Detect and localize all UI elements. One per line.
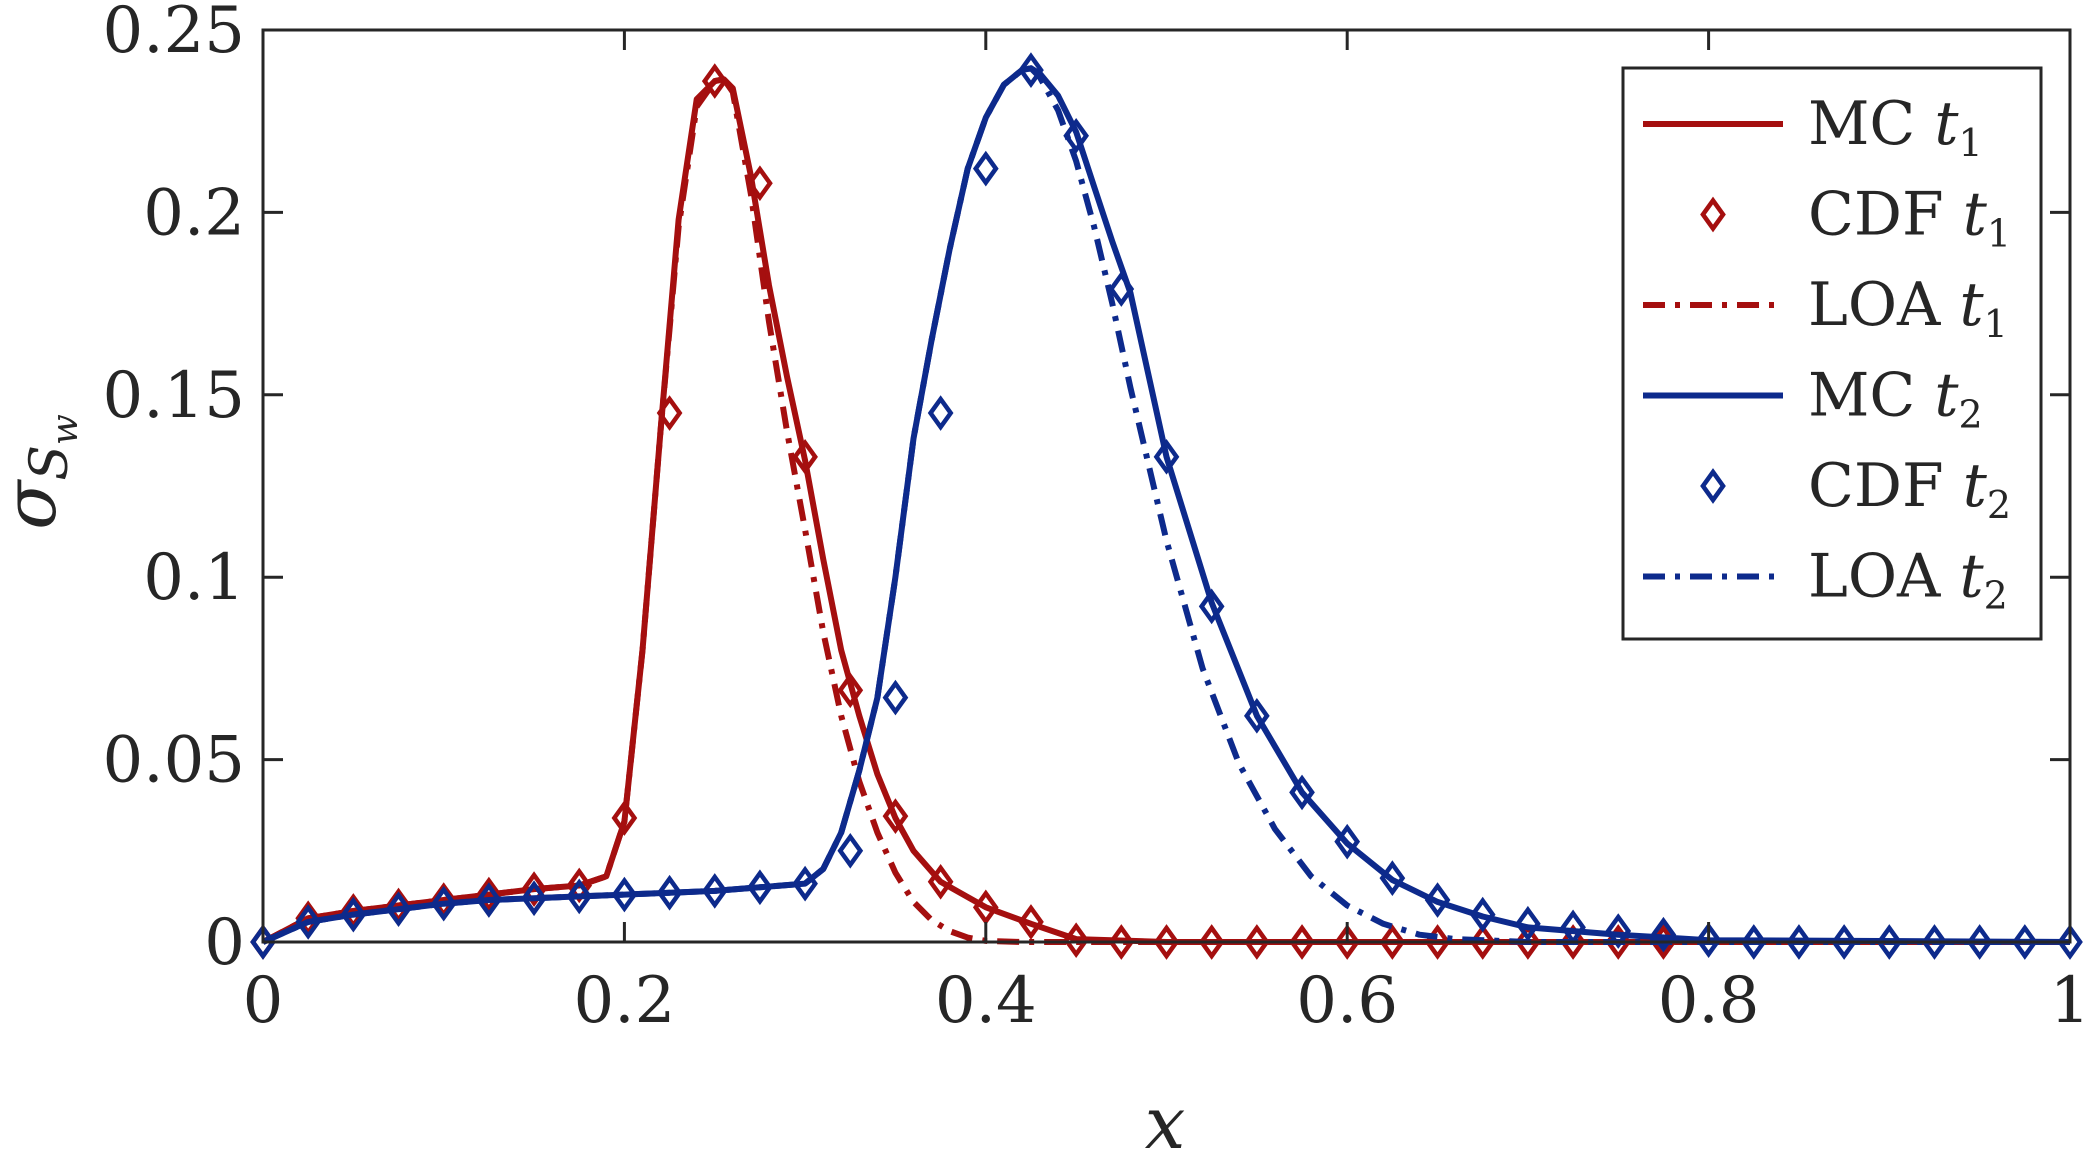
cdf-t1-marker (972, 889, 999, 926)
legend-label: CDF t1 (1808, 180, 2011, 256)
cdf-t2-marker (1424, 882, 1451, 918)
x-tick-label: 0.4 (935, 964, 1037, 1038)
cdf-t2-marker (1876, 924, 1903, 960)
plot-series (250, 52, 2083, 960)
cdf-t2-marker (882, 679, 909, 716)
x-tick-label: 1 (2050, 964, 2089, 1038)
cdf-t1-marker (521, 871, 547, 907)
cdf-t2-marker (1515, 905, 1541, 942)
cdf-t1-marker (1153, 924, 1180, 960)
cdf-t1-marker (837, 672, 864, 709)
cdf-t2-marker (927, 395, 954, 431)
cdf-t1-marker (1379, 924, 1406, 960)
cdf-t2-marker (521, 880, 547, 917)
cdf-t2-marker (1289, 774, 1315, 811)
cdf-t1-marker (611, 800, 638, 836)
y-tick-label: 0.15 (103, 359, 246, 433)
cdf-t2-marker (611, 876, 638, 913)
cdf-t1-marker (1108, 924, 1135, 960)
legend-box (1621, 66, 2043, 641)
cdf-t2-marker (1921, 924, 1948, 960)
x-axis-label: x (1145, 1081, 1186, 1151)
cdf-t2-marker (1695, 922, 1722, 959)
cdf-t1-marker (747, 165, 773, 202)
cdf-t2-marker (1469, 896, 1496, 933)
cdf-t2-marker (1786, 924, 1812, 960)
cdf-t2-marker (1379, 860, 1406, 897)
cdf-t2-marker (1198, 588, 1225, 625)
cdf-t2-marker (792, 865, 818, 902)
cdf-t1-marker (656, 395, 683, 431)
tick-labels: 0 0.2 0.4 0.6 0.8 1 0 0.05 0.1 0.15 0.2 0.25 (103, 0, 2089, 1038)
cdf-t2-marker (701, 873, 728, 909)
y-axis-label-sub1: S (20, 445, 80, 481)
legend-label: LOA t1 (1808, 270, 2008, 346)
cdf-t2-marker (837, 832, 864, 869)
x-tick-label: 0 (243, 964, 284, 1038)
cdf-t1-marker (1018, 904, 1044, 940)
cdf-t2-marker (656, 874, 683, 911)
cdf-t1-marker (1198, 924, 1225, 960)
cdf-t1-marker (1243, 924, 1270, 960)
legend: MC t1 CDF t1 LOA t1 MC t2 CDF t2 LOA t2 (1621, 66, 2043, 641)
cdf-t2-marker (1108, 271, 1135, 307)
cdf-t2-marker (2011, 924, 2038, 960)
cdf-t2-marker (1334, 823, 1361, 860)
y-tick-label: 0.2 (143, 176, 245, 250)
cdf-t2-marker (385, 891, 412, 928)
cdf-t2-marker (2057, 924, 2083, 960)
legend-label: MC t1 (1808, 89, 1983, 165)
cdf-t2-marker (747, 869, 773, 906)
y-axis-label-sub2: w (45, 414, 86, 445)
cdf-t1-marker (1334, 924, 1361, 960)
legend-label: MC t2 (1808, 361, 1983, 437)
cdf-t2-marker (1153, 438, 1180, 475)
cdf-t2-marker (1605, 913, 1632, 949)
cdf-t2-marker (1650, 916, 1677, 953)
cdf-t1-marker (1289, 924, 1315, 960)
legend-marker (1700, 468, 1726, 504)
cdf-t1-marker (1560, 924, 1586, 960)
cdf-t2-marker (972, 150, 999, 187)
cdf-t1-marker (927, 863, 954, 900)
legend-marker (1700, 196, 1726, 233)
axis-ticks (261, 28, 2072, 944)
x-tick-label: 0.2 (574, 964, 676, 1038)
cdf-t2-marker (1831, 924, 1857, 960)
cdf-t2-marker (1966, 924, 1993, 960)
cdf-t1-marker (476, 876, 502, 913)
axes-box (261, 28, 2072, 944)
cdf-t1-marker (1515, 924, 1541, 960)
cdf-t2-marker (1740, 924, 1767, 960)
y-tick-label: 0.1 (143, 541, 245, 615)
y-axis-label: σSw (0, 414, 86, 530)
loa-t1-line (261, 76, 2070, 945)
cdf-t1-marker (701, 63, 728, 99)
cdf-t2-marker (340, 896, 367, 933)
cdf-t2-marker (566, 878, 593, 915)
cdf-t2-marker (1243, 697, 1270, 734)
cdf-t2-marker (430, 885, 457, 922)
cdf-t2-marker (295, 904, 322, 940)
cdf-t2-marker (1063, 117, 1090, 154)
y-tick-label: 0.05 (103, 724, 246, 798)
legend-label: CDF t2 (1808, 451, 2011, 527)
cdf-t2-marker (1018, 52, 1044, 88)
y-tick-label: 0 (204, 906, 245, 980)
x-tick-label: 0.8 (1658, 964, 1760, 1038)
y-tick-label: 0.25 (103, 0, 246, 68)
y-axis-label-main: σ (0, 479, 72, 530)
cdf-t2-marker (476, 882, 502, 918)
cdf-t1-marker (792, 438, 818, 475)
legend-label: LOA t2 (1808, 542, 2008, 618)
cdf-t1-marker (882, 798, 909, 834)
cdf-t1-marker (1063, 922, 1090, 959)
loa-t2-line (261, 65, 2070, 945)
x-tick-label: 0.6 (1296, 964, 1398, 1038)
